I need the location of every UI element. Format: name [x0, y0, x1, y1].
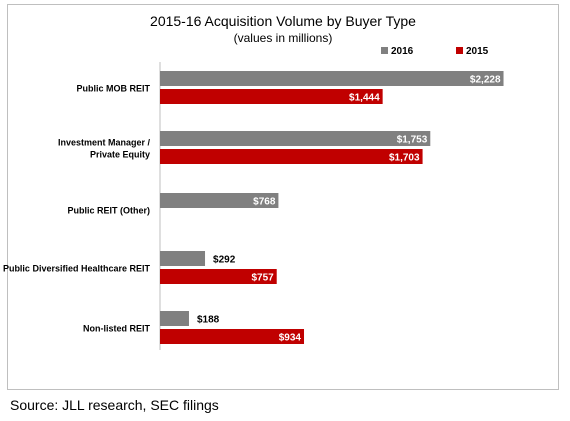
legend-swatch-2016	[381, 47, 388, 54]
category-label: Public MOB REIT	[76, 84, 150, 94]
category-label-line: Private Equity	[90, 150, 150, 160]
data-label-2015: $757	[251, 273, 274, 284]
legend: 2016 2015	[381, 46, 489, 57]
category-label: Public Diversified Healthcare REIT	[3, 264, 151, 274]
bars	[160, 71, 504, 344]
data-label-2016: $1,753	[397, 135, 428, 146]
data-label-2015: $1,703	[389, 153, 420, 164]
data-label-2015: $1,444	[349, 93, 380, 104]
category-label-line: Public MOB REIT	[76, 84, 150, 94]
category-label: Investment Manager / Private Equity	[58, 138, 151, 160]
data-label-2015: $934	[279, 333, 302, 344]
legend-label-2015: 2015	[466, 46, 489, 57]
bar-2015	[160, 269, 277, 284]
legend-swatch-2015	[456, 47, 463, 54]
bar-2016	[160, 71, 504, 86]
bar-2015	[160, 329, 305, 344]
chart-subtitle: (values in millions)	[234, 31, 333, 45]
bar-2016	[160, 193, 279, 208]
category-label-line: Investment Manager /	[58, 138, 151, 148]
value-labels: $2,228 $1,444 $1,753 $1,703 $768 $292 $757 $188…	[197, 75, 501, 344]
data-label-2016: $188	[197, 315, 220, 326]
category-label-line: Non-listed REIT	[83, 324, 151, 334]
data-label-2016: $768	[253, 197, 276, 208]
chart-frame	[7, 4, 559, 390]
bar-2016	[160, 251, 206, 266]
source-note: Source: JLL research, SEC filings	[10, 397, 219, 413]
category-label: Public REIT (Other)	[67, 206, 150, 216]
category-label-line: Public Diversified Healthcare REIT	[3, 264, 151, 274]
data-label-2016: $292	[213, 255, 236, 266]
bar-2015	[160, 89, 383, 104]
bar-2016	[160, 131, 431, 146]
category-labels: Public MOB REIT Investment Manager / Priva…	[3, 84, 151, 334]
chart-title: 2015-16 Acquisition Volume by Buyer Type	[150, 13, 416, 29]
bar-2016	[160, 311, 189, 326]
legend-label-2016: 2016	[391, 46, 414, 57]
category-label: Non-listed REIT	[83, 324, 151, 334]
bar-2015	[160, 149, 423, 164]
data-label-2016: $2,228	[470, 75, 501, 86]
category-label-line: Public REIT (Other)	[67, 206, 150, 216]
